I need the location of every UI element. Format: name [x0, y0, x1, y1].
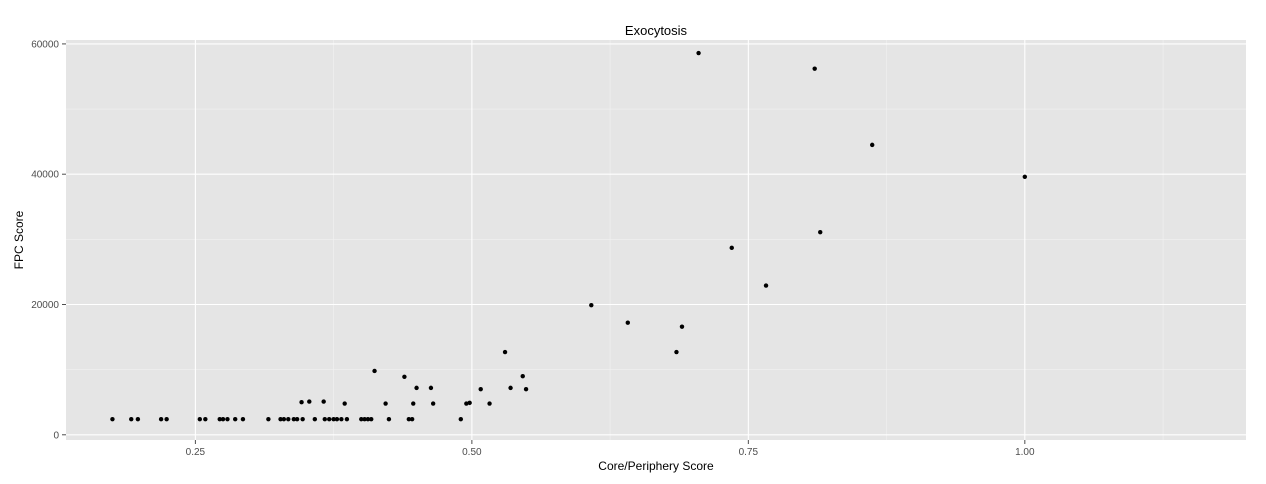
data-point	[110, 416, 115, 422]
data-point	[763, 283, 769, 288]
data-point	[383, 401, 388, 406]
y-tick-label: 0	[53, 430, 59, 441]
data-point	[339, 416, 344, 422]
y-axis-title: FPC Score	[12, 210, 26, 269]
y-tick-label: 40000	[31, 170, 59, 181]
data-point	[135, 416, 141, 422]
data-point	[409, 416, 415, 422]
data-point	[197, 416, 203, 422]
data-point	[344, 416, 350, 422]
data-point	[502, 349, 508, 355]
data-point	[225, 416, 230, 422]
x-axis-title: Core/Periphery Score	[598, 459, 714, 473]
data-point	[812, 66, 817, 71]
chart-title: Exocytosis	[625, 23, 688, 38]
data-point	[129, 416, 134, 422]
data-point	[327, 416, 332, 422]
data-point	[307, 399, 312, 404]
data-point	[217, 416, 222, 422]
major-gridlines	[66, 40, 1246, 440]
data-point	[508, 385, 513, 391]
data-point	[696, 50, 701, 56]
data-point	[286, 416, 291, 422]
x-tick-label: 1.00	[1015, 447, 1035, 458]
data-point	[203, 416, 208, 422]
data-point	[487, 401, 492, 406]
data-point	[365, 416, 371, 422]
data-point	[428, 385, 434, 391]
data-point	[164, 416, 169, 422]
data-point	[299, 400, 304, 405]
data-point	[362, 416, 367, 422]
y-axis: 0 20000 40000 60000	[31, 39, 66, 441]
data-point	[411, 401, 416, 406]
data-point	[818, 229, 823, 235]
y-tick-label: 60000	[31, 39, 59, 50]
data-point	[464, 401, 469, 406]
data-point	[625, 320, 630, 325]
data-point	[372, 368, 377, 374]
data-point	[589, 302, 594, 308]
data-point	[158, 416, 164, 422]
x-tick-label: 0.75	[739, 447, 759, 458]
data-point	[321, 399, 326, 404]
data-point	[266, 416, 271, 422]
data-point	[414, 385, 419, 391]
data-point	[369, 416, 374, 422]
plot-panel	[66, 40, 1246, 440]
data-point	[312, 416, 318, 422]
data-point	[478, 386, 483, 392]
data-point	[233, 416, 238, 422]
data-point	[281, 416, 287, 422]
data-point	[520, 373, 525, 379]
x-tick-label: 0.25	[186, 447, 206, 458]
x-tick-label: 0.50	[462, 447, 482, 458]
data-point	[430, 401, 436, 406]
data-point	[679, 324, 685, 329]
data-point	[220, 416, 226, 422]
data-point	[334, 416, 340, 422]
data-point	[458, 416, 464, 422]
data-point	[291, 416, 297, 422]
data-point	[300, 416, 305, 422]
data-point	[386, 416, 392, 422]
data-point	[342, 401, 347, 406]
data-point	[1022, 174, 1028, 180]
data-point	[294, 416, 300, 422]
data-points	[110, 50, 1028, 422]
data-point	[467, 400, 472, 406]
data-point	[523, 386, 529, 392]
data-point	[359, 416, 364, 422]
data-point	[331, 416, 336, 422]
data-point	[406, 416, 412, 422]
minor-gridlines	[66, 40, 1246, 440]
data-point	[729, 245, 734, 251]
data-point	[402, 374, 407, 380]
data-point	[278, 416, 283, 422]
data-point	[870, 142, 875, 148]
y-tick-label: 20000	[31, 300, 59, 311]
x-axis: 0.25 0.50 0.75 1.00	[186, 440, 1035, 458]
data-point	[322, 416, 327, 422]
data-point	[674, 349, 679, 355]
data-point	[240, 416, 246, 422]
